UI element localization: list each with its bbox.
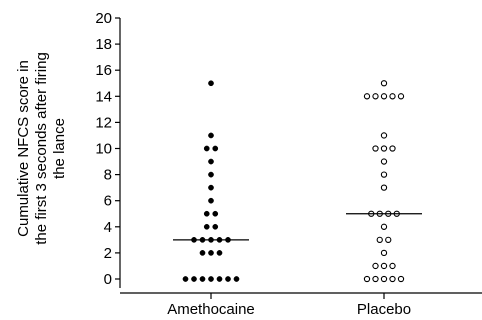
data-point-filled [203,223,210,230]
data-point-open [372,145,379,152]
data-point-open [376,236,383,243]
y-tick-label: 8 [104,167,112,184]
data-point-open [380,80,388,87]
y-tick-label: 0 [104,271,112,288]
data-point-filled [199,250,206,256]
data-point-filled [208,132,214,139]
data-point-filled [216,276,223,282]
data-point-open [380,132,388,139]
data-point-open [380,184,388,191]
x-category-label: Placebo [357,301,411,318]
data-point-filled [212,210,219,217]
data-point-filled [182,276,189,282]
data-point-open [397,275,405,283]
data-point-filled [191,276,197,282]
data-point-open [385,236,392,243]
data-point-filled [216,250,223,256]
data-point-filled [208,171,214,178]
data-point-open [372,93,379,100]
data-point-open [389,275,396,283]
data-point-filled [212,145,219,152]
data-point-open [389,93,396,100]
y-axis-label: Cumulative NFCS score in the first 3 seco… [15,52,68,245]
y-tick-label: 20 [95,10,112,27]
data-point-filled [199,276,206,282]
data-point-open [389,262,396,270]
data-point-filled [203,210,210,217]
y-tick-label: 10 [95,141,112,158]
y-axis-label-line: the lance [51,118,68,179]
data-point-open [380,275,388,283]
data-point-open [363,93,371,100]
data-point-open [380,223,388,230]
data-point-open [389,145,396,152]
data-point-open [380,171,388,178]
y-tick-label: 2 [104,245,112,262]
data-point-filled [203,145,210,152]
data-point-filled [208,184,214,191]
axes: 0 2 4 6 8 10 12 14 16 18 20 Amethocaine Placebo [95,10,482,318]
data-point-open [372,275,379,283]
y-axis-label-line: the first 3 seconds after firing [33,52,50,245]
data-point-open [372,262,379,270]
y-axis-label-line: Cumulative NFCS score in [15,60,32,237]
data-point-filled [208,158,214,165]
data-point-filled [225,276,231,282]
y-tick-label: 16 [95,62,112,79]
data-point-filled [208,197,214,204]
data-point-filled [212,223,219,230]
data-point-open [380,262,388,270]
data-point-filled [208,80,214,87]
data-point-open [397,93,405,100]
data-point-open [380,158,388,165]
chart-marks [173,80,422,283]
data-point-filled [233,276,240,282]
y-tick-label: 14 [95,88,112,105]
y-tick-label: 4 [104,219,112,236]
data-point-open [380,93,388,100]
y-tick-label: 6 [104,193,112,210]
data-point-open [380,249,388,257]
x-category-label: Amethocaine [167,301,255,318]
y-tick-label: 18 [95,36,112,53]
data-point-open [363,275,371,283]
data-point-open [380,145,388,152]
data-point-filled [208,250,214,256]
y-tick-label: 12 [95,114,112,131]
data-point-filled [208,276,214,282]
